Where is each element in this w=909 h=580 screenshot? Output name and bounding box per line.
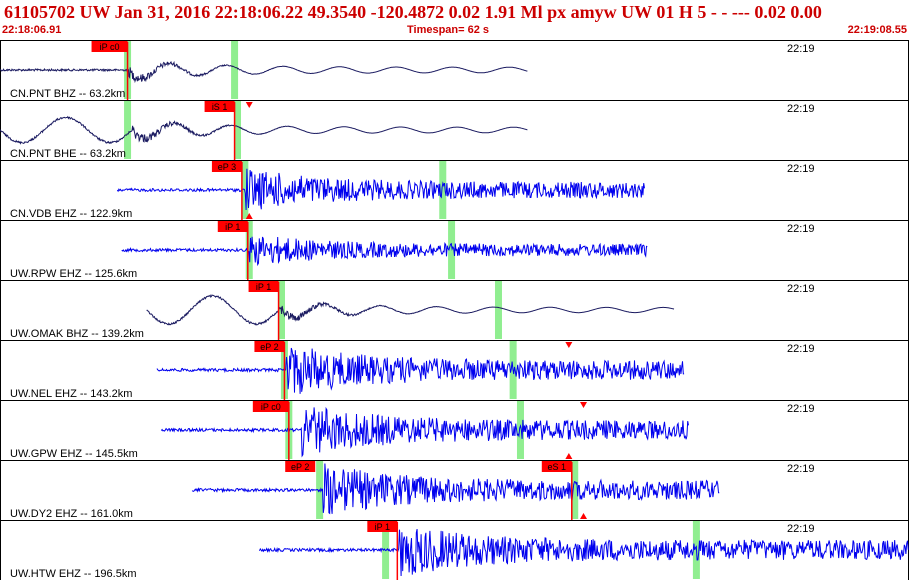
phase-marker [494, 281, 502, 339]
phase-marker [571, 461, 579, 519]
station-label: UW.GPW EHZ -- 145.5km [10, 448, 138, 460]
station-label: CN.PNT BHZ -- 63.2km [10, 88, 125, 100]
start-time: 22:18:06.91 [2, 24, 62, 36]
pick-label: iP 1 [225, 222, 240, 232]
station-label: UW.DY2 EHZ -- 161.0km [10, 508, 133, 520]
phase-marker [439, 161, 447, 219]
station-label: CN.PNT BHE -- 63.2km [10, 148, 126, 160]
pick-triangle [580, 513, 588, 519]
pick-label: iP 1 [375, 522, 390, 532]
pick-label: eS 1 [548, 462, 567, 472]
time-tick-label: 22:19 [787, 223, 815, 235]
waveform-trace [0, 60, 528, 84]
pick-flag [91, 41, 128, 52]
time-tick-label: 22:19 [787, 403, 815, 415]
event-title: 61105702 UW Jan 31, 2016 22:18:06.22 49.… [4, 2, 822, 22]
event-header: 61105702 UW Jan 31, 2016 22:18:06.22 49.… [0, 0, 909, 40]
station-label: UW.NEL EHZ -- 143.2km [10, 388, 132, 400]
station-label: UW.OMAK BHZ -- 139.2km [10, 328, 144, 340]
time-tick-label: 22:19 [787, 523, 815, 535]
time-tick-label: 22:19 [787, 283, 815, 295]
pick-label: eP 2 [291, 462, 309, 472]
phase-marker [516, 401, 524, 459]
phase-marker [448, 221, 456, 279]
pick-label: iP c0 [100, 42, 120, 52]
station-label: UW.RPW EHZ -- 125.6km [10, 268, 137, 280]
time-tick-label: 22:19 [787, 343, 815, 355]
waveform-trace [191, 463, 720, 515]
trace-row-frame [0, 100, 909, 161]
time-tick-label: 22:19 [787, 103, 815, 115]
pick-flag [252, 401, 289, 412]
waveform-trace [160, 406, 689, 458]
pick-label: eP 3 [218, 162, 236, 172]
end-time: 22:19:08.55 [847, 24, 907, 36]
trace-row-frame [0, 40, 909, 101]
seismogram-panel[interactable]: iP c0 22:19 CN.PNT BHZ -- 63.2km iS 1 22:19 C… [0, 40, 909, 580]
waveform-trace [146, 294, 675, 326]
time-tick-label: 22:19 [787, 163, 815, 175]
time-tick-label: 22:19 [787, 43, 815, 55]
pick-flag [285, 461, 316, 472]
phase-marker [234, 101, 242, 159]
pick-triangle [245, 102, 253, 108]
waveform-trace [259, 528, 909, 577]
pick-flag [204, 101, 235, 112]
pick-flag [254, 341, 285, 352]
timespan-label: Timespan= 62 s [407, 24, 490, 36]
pick-flag [248, 281, 279, 292]
pick-flag [541, 461, 572, 472]
trace-row-frame [0, 160, 909, 221]
station-label: UW.HTW EHZ -- 196.5km [10, 568, 137, 580]
pick-label: iS 1 [212, 102, 228, 112]
phase-marker [231, 41, 239, 99]
pick-label: eP 2 [260, 342, 278, 352]
pick-triangle [565, 342, 573, 348]
pick-label: iP c0 [261, 402, 281, 412]
pick-triangle [580, 402, 588, 408]
phase-marker [124, 101, 132, 159]
pick-flag [217, 221, 248, 232]
pick-flag [367, 521, 398, 532]
pick-flag [211, 161, 242, 172]
time-tick-label: 22:19 [787, 463, 815, 475]
pick-triangle [245, 213, 253, 219]
waveform-trace [156, 347, 685, 394]
waveform-trace [116, 168, 645, 211]
pick-label: iP 1 [256, 282, 271, 292]
waveform-trace [121, 236, 648, 267]
phase-marker [245, 221, 253, 279]
pick-triangle [565, 453, 573, 459]
waveform-trace [0, 115, 528, 145]
station-label: CN.VDB EHZ -- 122.9km [10, 208, 132, 220]
